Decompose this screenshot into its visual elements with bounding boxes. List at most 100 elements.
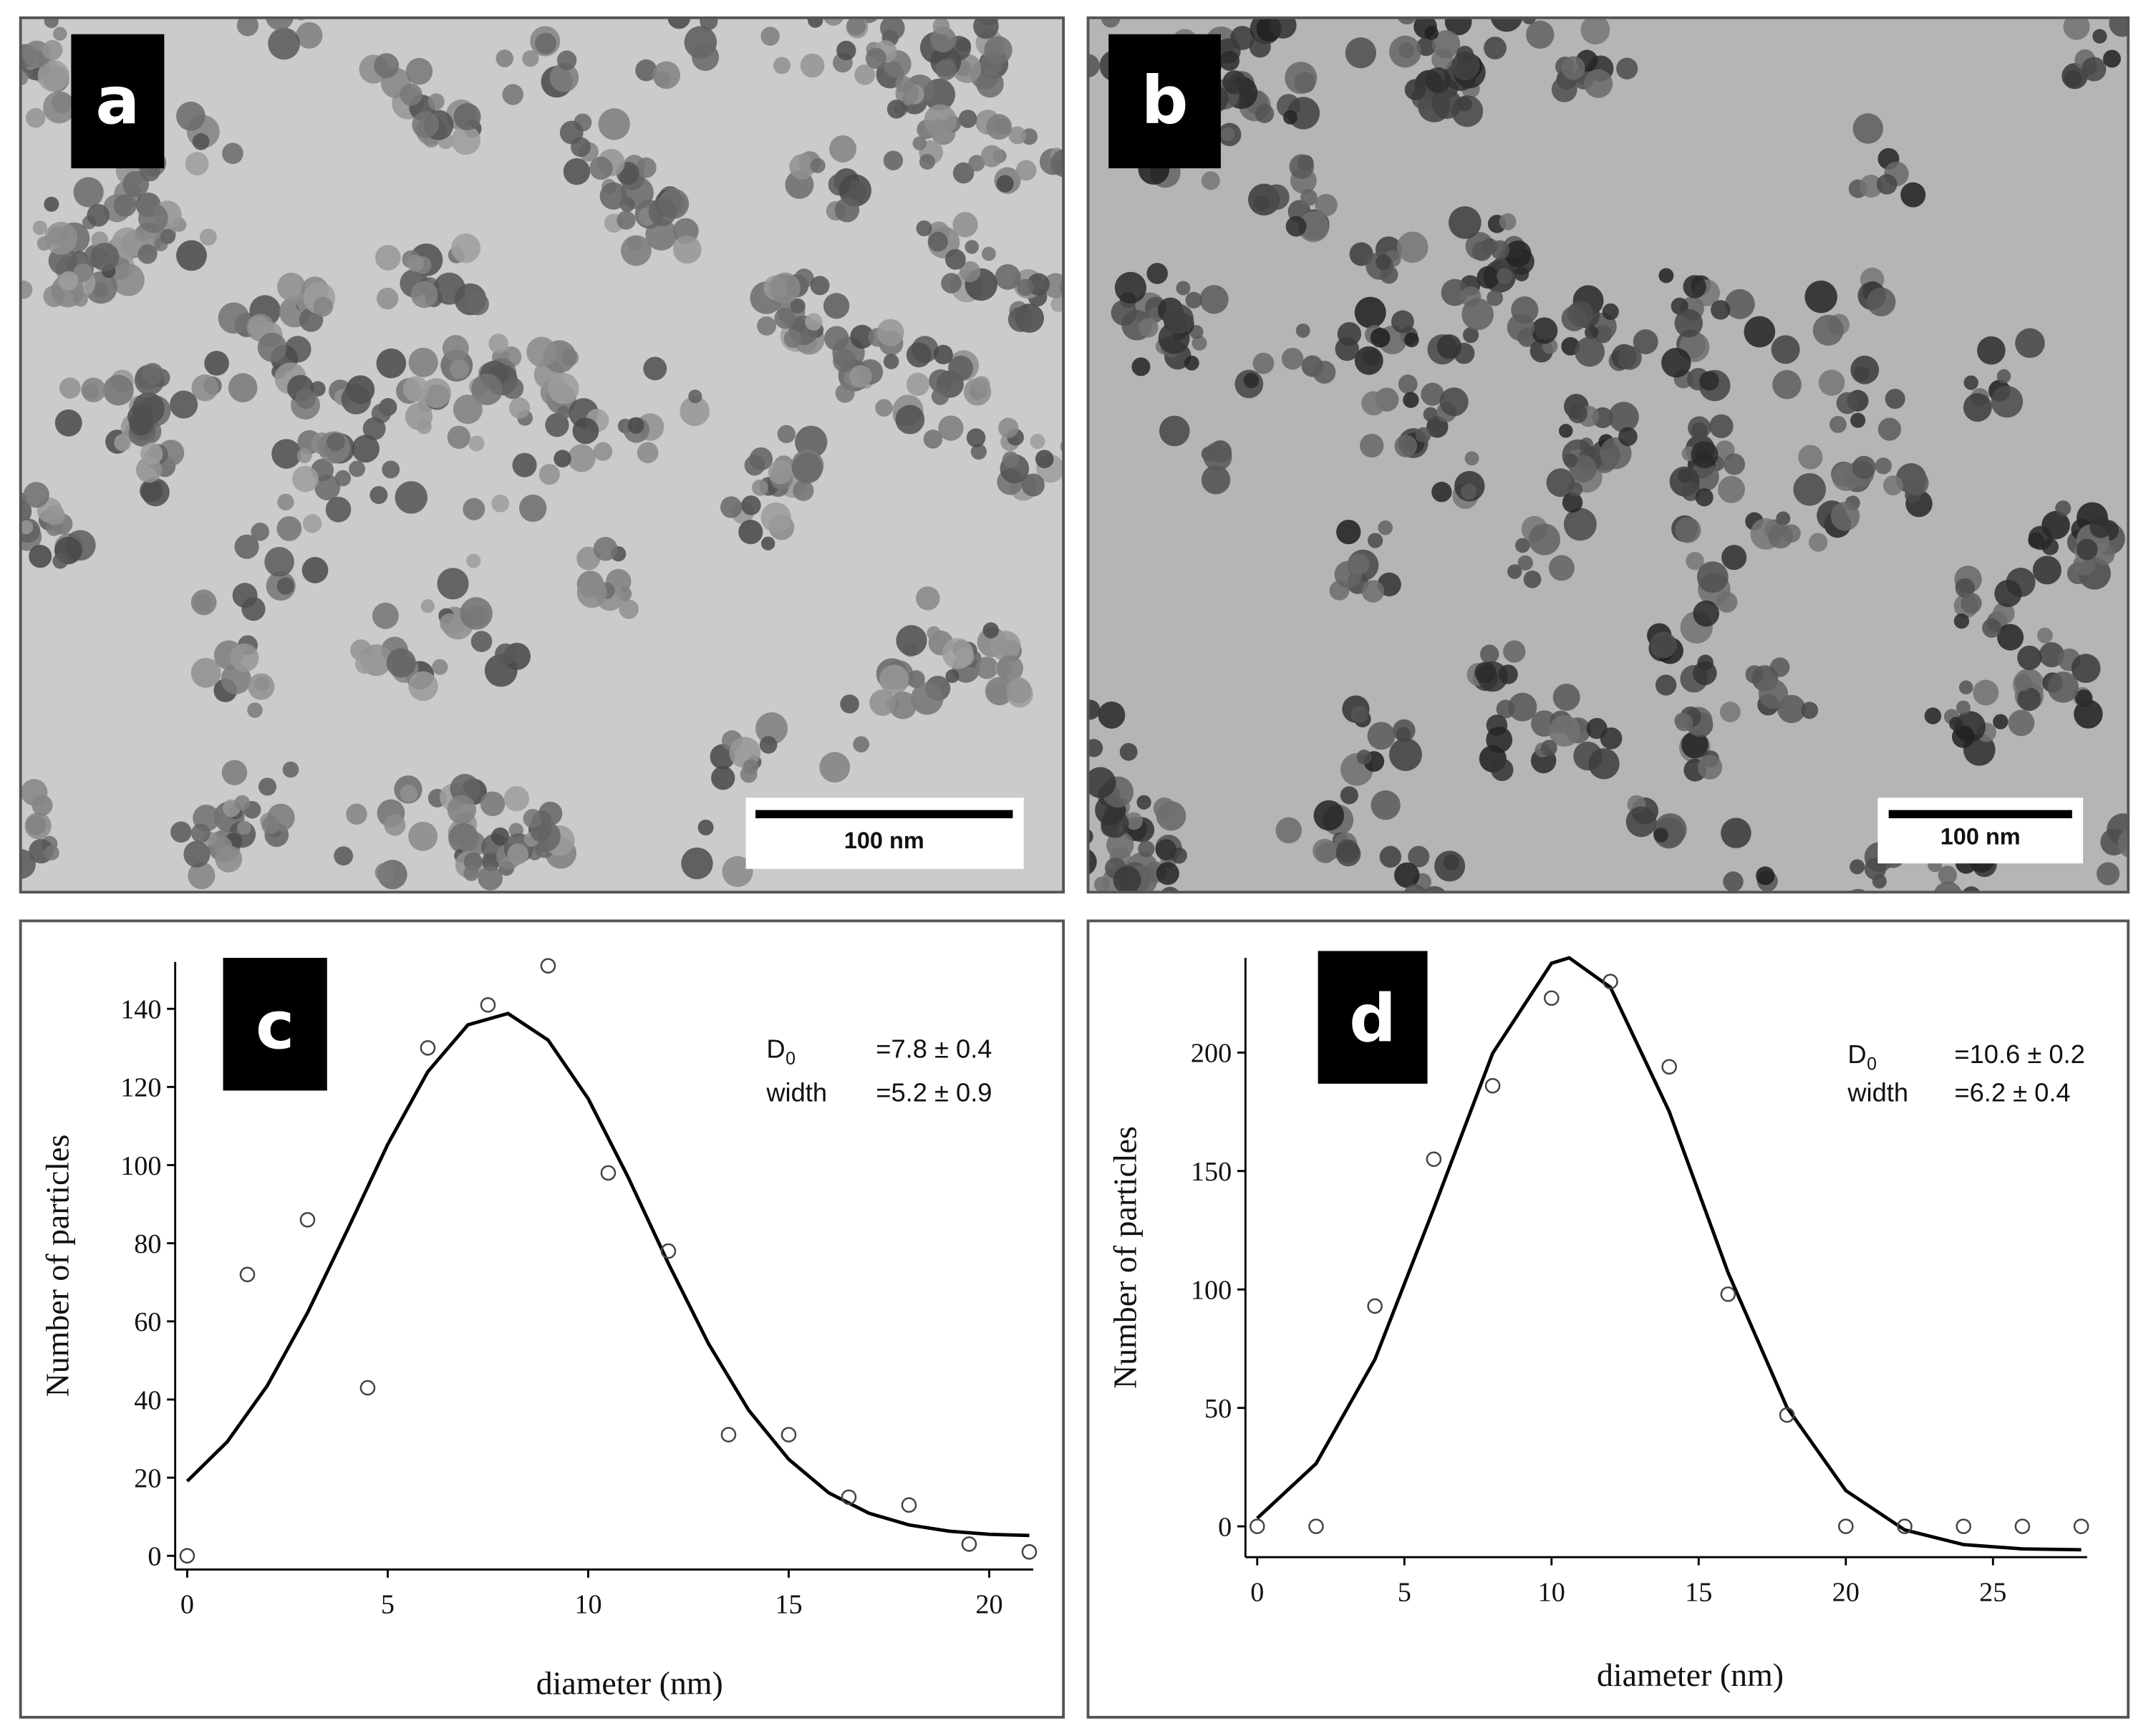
particle bbox=[1398, 374, 1418, 394]
x-axis-label: diameter (nm) bbox=[536, 1664, 723, 1701]
particle bbox=[1460, 483, 1477, 500]
particle bbox=[531, 825, 547, 842]
particle bbox=[1561, 306, 1587, 331]
particle bbox=[1035, 450, 1054, 469]
annotation-subscript: 0 bbox=[786, 1049, 796, 1069]
y-tick-label: 0 bbox=[148, 1542, 161, 1572]
particle bbox=[1461, 298, 1494, 331]
annotation-value: =6.2 ± 0.4 bbox=[1954, 1078, 2070, 1107]
particle bbox=[402, 376, 429, 402]
particle bbox=[349, 460, 366, 477]
y-axis-label: Number of particles bbox=[39, 1135, 76, 1397]
particle bbox=[501, 377, 524, 399]
particle bbox=[935, 59, 957, 80]
particle bbox=[386, 648, 416, 678]
particle bbox=[257, 332, 287, 362]
data-point bbox=[720, 1427, 737, 1442]
particle bbox=[1867, 287, 1896, 316]
particle bbox=[451, 125, 481, 155]
data-point bbox=[420, 1039, 436, 1056]
particle bbox=[1758, 679, 1789, 709]
data-point bbox=[1426, 1151, 1442, 1168]
particle bbox=[488, 334, 508, 354]
particle bbox=[1508, 692, 1537, 722]
particle bbox=[449, 359, 470, 379]
particle bbox=[1443, 854, 1459, 871]
particle bbox=[952, 162, 975, 184]
particle bbox=[199, 228, 217, 246]
particle bbox=[236, 17, 258, 37]
annotation-label: width bbox=[1847, 1078, 1908, 1107]
particle bbox=[1370, 327, 1391, 348]
particle bbox=[1867, 894, 1889, 916]
particle bbox=[29, 545, 52, 568]
particle bbox=[508, 397, 531, 419]
particle bbox=[1491, 758, 1514, 782]
particle bbox=[906, 372, 930, 397]
particle bbox=[44, 17, 59, 29]
particle bbox=[463, 498, 485, 520]
particle bbox=[1852, 113, 1884, 144]
particle bbox=[1234, 0, 1262, 15]
particle bbox=[1688, 416, 1711, 440]
scale-bar bbox=[755, 810, 1013, 819]
particle bbox=[2092, 29, 2107, 44]
particle bbox=[190, 589, 217, 616]
particle bbox=[1691, 441, 1719, 469]
x-tick-label: 10 bbox=[574, 1590, 601, 1620]
particle bbox=[1864, 858, 1887, 880]
particle bbox=[407, 254, 425, 272]
y-tick-label: 140 bbox=[120, 995, 161, 1025]
particle bbox=[0, 817, 16, 837]
particle bbox=[2062, 63, 2088, 89]
data-point bbox=[1367, 1298, 1383, 1314]
particle bbox=[1464, 451, 1479, 466]
particle bbox=[1371, 790, 1401, 820]
particle bbox=[374, 53, 400, 79]
particle bbox=[2109, 17, 2129, 37]
particle bbox=[1850, 412, 1866, 428]
particle bbox=[1575, 336, 1605, 367]
particle bbox=[1252, 352, 1275, 374]
particle bbox=[1275, 0, 1294, 6]
particle bbox=[846, 17, 866, 36]
particle bbox=[824, 326, 849, 351]
particle bbox=[1360, 433, 1384, 458]
particle bbox=[1185, 291, 1202, 309]
particle bbox=[1396, 231, 1429, 263]
particle bbox=[2028, 525, 2053, 551]
particle bbox=[1697, 654, 1714, 671]
particle bbox=[823, 17, 844, 26]
x-tick-label: 10 bbox=[1538, 1577, 1565, 1607]
particle bbox=[54, 409, 82, 437]
y-tick-label: 200 bbox=[1191, 1039, 1232, 1069]
particle bbox=[1199, 285, 1229, 314]
particle bbox=[805, 313, 823, 331]
particle bbox=[1951, 725, 1975, 748]
data-point bbox=[1543, 990, 1560, 1007]
particle bbox=[1421, 382, 1444, 406]
particle bbox=[1675, 713, 1693, 732]
particle bbox=[1771, 335, 1800, 364]
particle bbox=[1403, 392, 1419, 408]
particle bbox=[1756, 866, 1775, 886]
particle bbox=[1389, 35, 1421, 68]
particle bbox=[1201, 171, 1220, 190]
particle bbox=[919, 153, 935, 170]
particle bbox=[1253, 195, 1270, 212]
particle bbox=[538, 464, 560, 485]
particle bbox=[1953, 613, 1970, 629]
x-tick-label: 0 bbox=[1250, 1577, 1264, 1607]
particle bbox=[973, 17, 999, 39]
particle bbox=[850, 324, 874, 349]
particle bbox=[1119, 742, 1138, 761]
particle bbox=[265, 17, 294, 31]
particle bbox=[1002, 451, 1019, 468]
particle bbox=[23, 482, 49, 508]
particle bbox=[1852, 455, 1876, 480]
particle bbox=[1617, 345, 1642, 370]
particle bbox=[834, 198, 860, 223]
x-tick-label: 15 bbox=[1685, 1577, 1712, 1607]
particle bbox=[810, 276, 830, 296]
particle bbox=[1356, 750, 1372, 765]
